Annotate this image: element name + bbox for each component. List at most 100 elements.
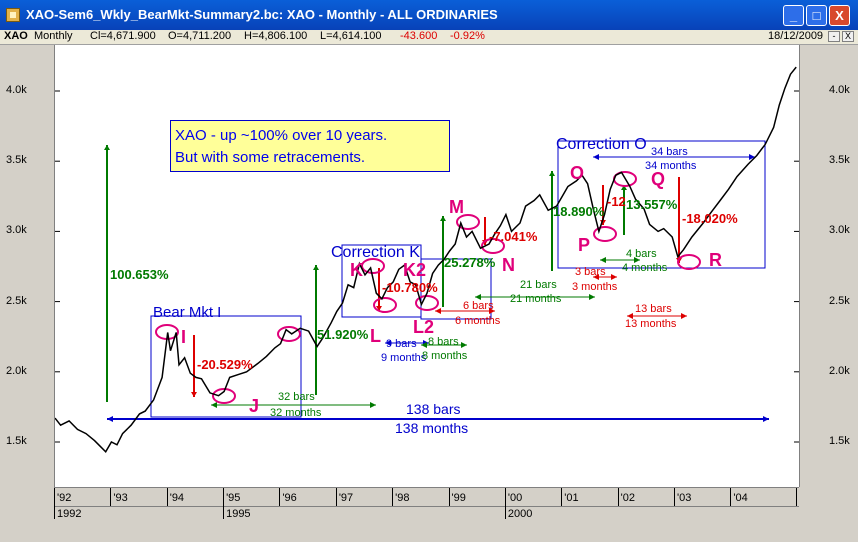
annotation-labels: Bear Mkt I Correction K Correction O 100.65… bbox=[110, 136, 738, 436]
info-high: H=4,806.100 bbox=[244, 30, 308, 42]
pivot-ellipse bbox=[373, 297, 397, 313]
x-tick-mark bbox=[730, 488, 732, 506]
span-arrow-4-head-r bbox=[634, 257, 640, 263]
info-change-pct: -0.92% bbox=[450, 30, 485, 42]
x-tick-label: '92 bbox=[57, 492, 72, 504]
x-tick-label: '96 bbox=[282, 492, 297, 504]
annotation-label: -10.780% bbox=[382, 280, 438, 295]
pivot-ellipse bbox=[677, 254, 701, 270]
annotation-label: 100.653% bbox=[110, 267, 169, 282]
annotation-label: 34 bars bbox=[651, 146, 688, 158]
x-tick-label: '95 bbox=[226, 492, 241, 504]
span-arrow-4-head-l bbox=[600, 257, 606, 263]
annotation-label: -7.041% bbox=[489, 229, 538, 244]
x-year-mark bbox=[54, 505, 55, 519]
close-button[interactable]: X bbox=[829, 5, 850, 26]
annotation-label: Correction K bbox=[331, 244, 420, 261]
annotation-shapes bbox=[104, 140, 769, 422]
annotation-label: P bbox=[578, 235, 590, 255]
app-icon bbox=[6, 8, 20, 22]
span-arrow-6-head-l bbox=[435, 308, 441, 314]
annotation-label: 13.557% bbox=[626, 197, 678, 212]
x-tick-mark bbox=[166, 488, 168, 506]
annotation-label: 32 bars bbox=[278, 391, 315, 403]
note-line-1: XAO - up ~100% over 10 years. bbox=[175, 127, 388, 144]
annotation-label: I bbox=[181, 327, 186, 347]
span-arrow-9-head-l bbox=[385, 340, 391, 346]
x-year-mark bbox=[223, 505, 225, 519]
annotation-label: 138 months bbox=[395, 420, 468, 436]
x-tick-mark bbox=[796, 488, 797, 506]
annotation-label: 8 months bbox=[422, 350, 468, 362]
y-tick-label: 3.0k bbox=[6, 224, 27, 237]
pivot-ellipse bbox=[456, 214, 480, 230]
y-tick-label: 2.0k bbox=[6, 364, 27, 377]
info-change: -43.600 bbox=[400, 30, 438, 42]
x-tick-label: '04 bbox=[733, 492, 748, 504]
grid-lines bbox=[55, 90, 799, 443]
annotation-label: Bear Mkt I bbox=[153, 304, 221, 321]
annotation-label: R bbox=[709, 250, 722, 270]
annotation-label: 138 bars bbox=[406, 401, 460, 417]
x-tick-label: '01 bbox=[564, 492, 579, 504]
x-tick-label: '99 bbox=[451, 492, 466, 504]
x-year-label: 1995 bbox=[226, 508, 251, 520]
span-arrow-8-head-r bbox=[461, 342, 467, 348]
drop-arrow-10pct-head bbox=[376, 306, 382, 311]
annotation-label: 51.920% bbox=[317, 327, 369, 342]
annotation-label: K2 bbox=[403, 260, 426, 280]
annotation-label: M bbox=[449, 197, 464, 217]
pivot-ellipse bbox=[212, 388, 236, 404]
annotation-label: 4 bars bbox=[626, 248, 657, 260]
info-low: L=4,614.100 bbox=[320, 30, 382, 42]
info-date: 18/12/2009 bbox=[768, 30, 824, 42]
price-chart: Bear Mkt I Correction K Correction O 100.65… bbox=[54, 66, 799, 454]
x-tick-mark bbox=[54, 488, 55, 506]
annotation-label: 13 bars bbox=[635, 303, 672, 315]
close-pane-button[interactable]: X bbox=[842, 31, 854, 42]
plot-area: Bear Mkt I Correction K Correction O 100.65… bbox=[54, 45, 800, 487]
y-tick-label: 2.5k bbox=[829, 294, 850, 307]
minimize-button[interactable]: _ bbox=[783, 5, 804, 26]
x-tick-label: '00 bbox=[507, 492, 523, 504]
x-tick-label: '02 bbox=[620, 492, 635, 504]
y-axis-left: 4.0k 3.5k 3.0k 2.5k 2.0k 1.5k bbox=[0, 45, 54, 487]
y-tick-label: 3.5k bbox=[6, 154, 27, 167]
span-arrow-34-head-l bbox=[593, 154, 599, 160]
pivot-ellipse bbox=[361, 258, 385, 274]
annotation-label: -18.020% bbox=[682, 211, 738, 226]
x-tick-mark bbox=[110, 488, 112, 506]
x-tick-mark bbox=[674, 488, 675, 506]
y-tick-label: 2.0k bbox=[829, 364, 850, 377]
annotation-label: Correction O bbox=[556, 136, 647, 153]
x-tick-mark bbox=[223, 488, 225, 506]
x-tick-label: '97 bbox=[338, 492, 354, 504]
gain-arrow-13pct-head bbox=[621, 185, 627, 190]
annotation-label: 32 months bbox=[270, 407, 322, 419]
x-tick-label: '03 bbox=[677, 492, 692, 504]
span-arrow-3-head-l bbox=[593, 274, 599, 280]
x-year-label: 2000 bbox=[507, 508, 533, 520]
x-year-mark bbox=[504, 505, 506, 519]
maximize-button[interactable]: □ bbox=[806, 5, 827, 26]
span-arrow-13-head-l bbox=[627, 313, 633, 319]
title-bar: XAO-Sem6_Wkly_BearMkt-Summary2.bc: XAO -… bbox=[0, 0, 858, 31]
info-period: Monthly bbox=[34, 30, 73, 42]
y-tick-label: 3.5k bbox=[829, 154, 850, 167]
y-tick-label: 1.5k bbox=[6, 435, 27, 447]
annotation-label: J bbox=[249, 396, 259, 416]
span-arrow-3-head-r bbox=[611, 274, 617, 280]
span-arrow-21-head-r bbox=[589, 294, 595, 300]
span-arrow-21-head-l bbox=[475, 294, 481, 300]
x-tick-label: '98 bbox=[395, 492, 410, 504]
span-arrow-34-head-r bbox=[749, 154, 755, 160]
info-open: O=4,711.200 bbox=[168, 30, 232, 42]
x-tick-mark bbox=[617, 488, 619, 506]
x-tick-mark bbox=[335, 488, 337, 506]
collapse-pane-button[interactable]: - bbox=[828, 31, 840, 42]
pivot-ellipse bbox=[481, 238, 505, 254]
x-tick-mark bbox=[448, 488, 450, 506]
span-arrow-32-head-l bbox=[211, 402, 217, 408]
x-tick-mark bbox=[504, 488, 506, 506]
annotation-box bbox=[150, 315, 302, 418]
